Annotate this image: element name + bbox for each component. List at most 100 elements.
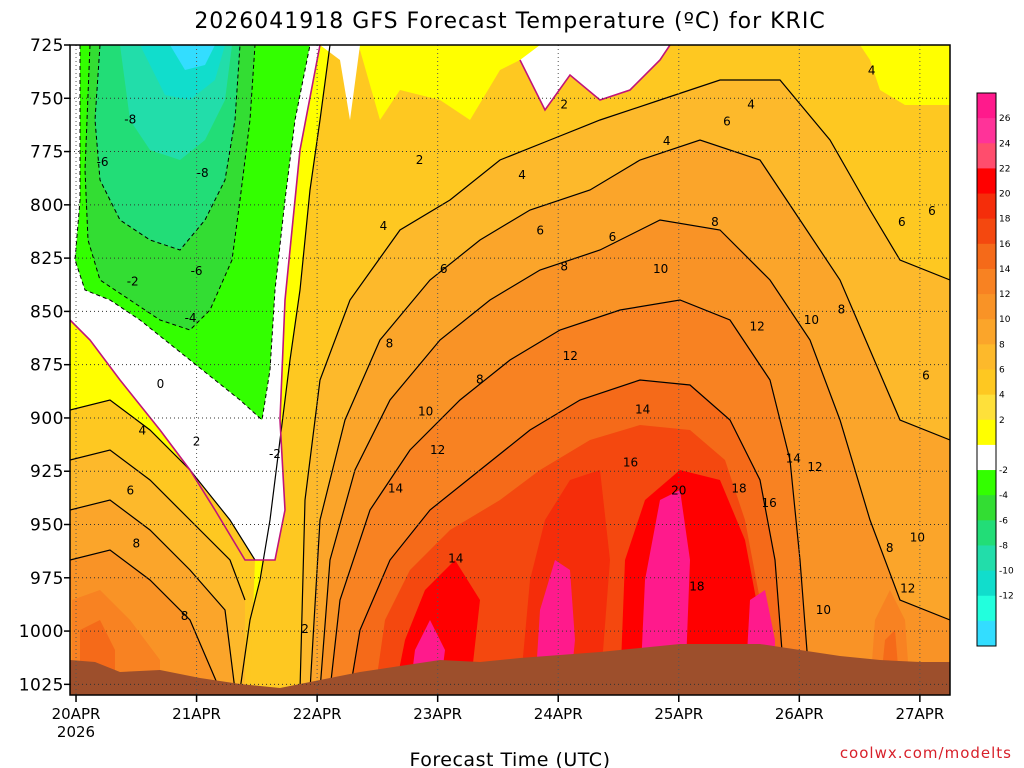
colorbar: 26 24 22 20 18 16 14 12 10 8 6 4 2 -2 -4 -6 -8 -10 -12 — [976, 92, 1014, 647]
y-tick-label: 850 — [30, 302, 64, 322]
y-tick-label: 800 — [30, 196, 64, 216]
colorbar-swatch — [977, 243, 996, 270]
x-tick-label: 22APR — [293, 705, 342, 723]
band-neg2-2-top2 — [520, 45, 670, 110]
colorbar-swatch — [977, 394, 996, 421]
y-tick-label: 900 — [30, 409, 64, 429]
contour-label: 12 — [749, 319, 764, 333]
contour-label: 8 — [386, 336, 394, 350]
colorbar-tick-label: 4 — [999, 391, 1005, 401]
colorbar-tick-label: 20 — [999, 190, 1011, 200]
y-tick-label: 725 — [30, 36, 64, 56]
contour-label: 12 — [563, 349, 578, 363]
contour-label: 8 — [476, 373, 484, 387]
contour-label: 14 — [635, 402, 650, 416]
zero-contours — [70, 45, 671, 561]
contour-label: 12 — [807, 460, 822, 474]
contour-label: 12 — [900, 581, 915, 595]
x-tick-label: 24APR — [534, 705, 583, 723]
colorbar-tick-label: 14 — [999, 265, 1011, 275]
colorbar-tick-label: 2 — [999, 416, 1005, 426]
x-axis-label: Forecast Time (UTC) — [410, 749, 611, 768]
x-tick-label: 27APR — [895, 705, 944, 723]
contour-label: 2 — [193, 434, 201, 448]
contour-label: 8 — [560, 260, 568, 274]
contour-label: 4 — [747, 98, 755, 112]
colorbar-swatch — [977, 620, 996, 647]
y-axis: 725 750 775 800 825 850 875 900 925 950 975 1000 102… — [19, 36, 70, 695]
contour-label: -6 — [97, 155, 109, 169]
contour-label: 4 — [518, 168, 526, 182]
colorbar-swatch — [977, 495, 996, 521]
plot-border — [69, 44, 951, 696]
contour-label: 14 — [448, 552, 463, 566]
contour-lines — [70, 45, 950, 691]
contour-label: 10 — [816, 603, 831, 617]
colorbar-tick-label: 18 — [999, 215, 1011, 225]
contour-label: 6 — [126, 483, 134, 497]
y-tick-label: 775 — [30, 143, 64, 163]
y-tick-label: 1025 — [19, 675, 64, 695]
y-tick-label: 925 — [30, 462, 64, 482]
colorbar-swatch — [977, 344, 996, 370]
colorbar-swatch — [977, 595, 996, 622]
band-neg14-neg12 — [170, 45, 215, 70]
x-tick-label: 23APR — [413, 705, 462, 723]
colorbar-tick-label: 24 — [999, 139, 1011, 149]
contour-label: 6 — [928, 204, 936, 218]
colorbar-tick-label: 10 — [999, 315, 1011, 325]
x-tick-label: 21APR — [172, 705, 221, 723]
contour-label: 6 — [609, 230, 617, 244]
terrain-ground — [70, 644, 950, 695]
colorbar-swatch — [977, 369, 996, 396]
x-tick-label: 25APR — [654, 705, 703, 723]
grid-lines — [70, 44, 950, 695]
contour-labels: -8 -6 -8 -6 -4 -2 -2 0 2 4 6 8 8 2 2 4 6 8 8 10 12 14 14 2 4 6 6 8 4… — [97, 64, 936, 636]
colorbar-swatch — [977, 419, 996, 446]
contour-label: 10 — [653, 262, 668, 276]
y-tick-label: 750 — [30, 89, 64, 109]
colorbar-border — [976, 92, 997, 647]
contour-label: 14 — [388, 481, 403, 495]
x-tick-year: 2026 — [57, 723, 95, 741]
plot-area — [70, 45, 950, 695]
y-tick-label: 875 — [30, 356, 64, 376]
colorbar-swatch — [977, 193, 996, 220]
contour-label: 8 — [711, 215, 719, 229]
colorbar-swatch — [977, 118, 996, 144]
contour-label: 6 — [440, 262, 448, 276]
contour-label: 10 — [418, 405, 433, 419]
contour-label: -6 — [191, 264, 203, 278]
colorbar-tick-label: 16 — [999, 240, 1011, 250]
contour-label: 4 — [663, 134, 671, 148]
contour-label: 6 — [536, 223, 544, 237]
contour-label: 18 — [731, 481, 746, 495]
contour-label: 6 — [922, 368, 930, 382]
colorbar-swatch — [977, 143, 996, 169]
colorbar-tick-label: 22 — [999, 164, 1010, 174]
chart-title: 2026041918 GFS Forecast Temperature (ºC)… — [194, 9, 825, 34]
colorbar-swatch — [977, 520, 996, 546]
contour-label: -8 — [124, 113, 136, 127]
band-neg2-2-top — [320, 45, 360, 120]
colorbar-tick-label: -2 — [999, 466, 1008, 476]
contour-label: 10 — [910, 530, 925, 544]
colorbar-swatch — [977, 570, 996, 597]
contour-label: 4 — [868, 64, 876, 78]
contour-label: 14 — [786, 451, 801, 465]
colorbar-tick-label: 26 — [999, 114, 1011, 124]
colorbar-swatch — [977, 294, 996, 320]
contour-label: 4 — [139, 424, 147, 438]
contour-label: -2 — [269, 447, 281, 461]
x-tick-label: 20APR — [52, 705, 101, 723]
colorbar-swatch — [977, 319, 996, 345]
colorbar-tick-label: -8 — [999, 541, 1008, 551]
contour-label: 8 — [838, 302, 846, 316]
colorbar-swatch — [977, 268, 996, 295]
contour-label: -4 — [185, 311, 197, 325]
contour-label: 2 — [301, 622, 309, 636]
y-tick-label: 1000 — [19, 622, 64, 642]
credit-text: coolwx.com/modelts — [840, 744, 1012, 762]
